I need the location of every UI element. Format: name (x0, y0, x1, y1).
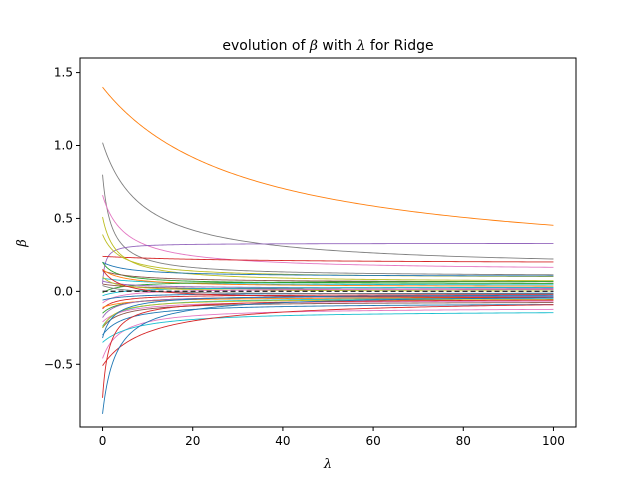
coef-series-31 (102, 304, 554, 336)
x-tick-label: 60 (365, 434, 380, 448)
coef-series-30 (102, 269, 554, 298)
coef-series-6 (102, 255, 554, 263)
coef-series-32 (102, 308, 554, 359)
x-tick-label: 20 (185, 434, 200, 448)
title-suffix: for Ridge (365, 38, 433, 54)
x-tick-label: 80 (456, 434, 471, 448)
coef-series-37 (102, 297, 554, 414)
y-tick-label: 0.5 (54, 211, 73, 225)
title-beta-symbol: β (309, 38, 318, 54)
coef-series-24 (102, 297, 554, 308)
chart-title: evolution of β with λ for Ridge (222, 38, 433, 54)
coef-series-7 (102, 216, 554, 282)
coef-series-9 (102, 261, 554, 277)
coef-series-29 (102, 299, 554, 329)
coef-series-4 (102, 194, 554, 268)
x-tick-label: 100 (542, 434, 565, 448)
y-tick-label: 0.0 (54, 284, 73, 298)
coef-series-1 (102, 86, 554, 226)
coef-series-17 (102, 286, 554, 297)
x-tick-label: 40 (275, 434, 290, 448)
y-axis-label: β (15, 239, 30, 248)
x-axis-label: λ (323, 457, 332, 472)
coef-series-5 (102, 243, 554, 285)
coef-series-3 (102, 174, 554, 276)
coef-series-2 (102, 142, 554, 260)
y-tick-label: −0.5 (44, 357, 73, 371)
title-lambda-symbol: λ (356, 38, 366, 54)
coef-series-36 (102, 299, 554, 398)
coef-series-34 (102, 294, 554, 339)
coef-series-12 (102, 277, 554, 286)
title-middle: with (318, 38, 357, 54)
coef-series-19 (102, 288, 554, 304)
plot-area (79, 57, 577, 428)
y-tick-label: 1.0 (54, 139, 73, 153)
title-prefix: evolution of (222, 38, 309, 54)
coef-series-28 (102, 302, 554, 329)
coef-series-10 (102, 261, 554, 284)
coef-series-21 (102, 285, 554, 295)
coef-series-35 (102, 304, 554, 367)
coef-series-8 (102, 234, 554, 277)
coef-series-22 (102, 294, 554, 310)
series-group (102, 86, 554, 414)
y-axis: −0.5 0.0 0.5 1.0 1.5 (44, 66, 80, 371)
coef-series-13 (102, 269, 554, 287)
plot-frame (79, 57, 577, 428)
y-tick-label: 1.5 (54, 66, 73, 80)
coef-series-33 (102, 312, 554, 343)
x-tick-label: 0 (99, 434, 107, 448)
coef-series-14 (102, 281, 554, 294)
x-axis: 0 20 40 60 80 100 (99, 427, 565, 448)
